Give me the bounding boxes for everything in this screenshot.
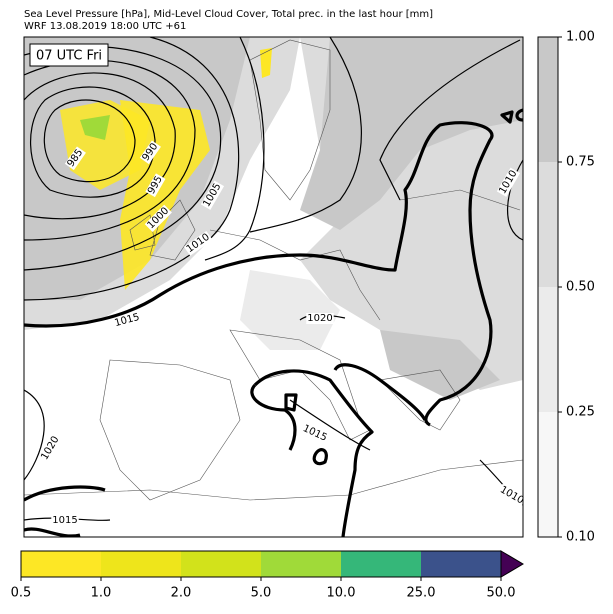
contour-label-bg	[496, 167, 521, 197]
contour-label-bg	[200, 180, 225, 210]
contour-label-bg	[183, 231, 213, 256]
colorbar-segment	[538, 37, 558, 162]
precip-colorbar: 0.5 1.0 2.0 5.0 10.0 25.0 50.0	[11, 550, 524, 601]
colorbar-tick-label: 5.0	[251, 586, 272, 601]
colorbar-segment	[538, 412, 558, 537]
colorbar-segment	[101, 551, 181, 577]
contour-label-bg	[145, 173, 166, 198]
colorbar-tick-label: 0.75	[566, 155, 595, 170]
colorbar-tick-label: 0.10	[566, 530, 595, 545]
contour-label-bg	[144, 204, 172, 232]
contour-label-bg	[51, 515, 79, 526]
colorbar-tick-label: 1.0	[91, 586, 112, 601]
contour-label-bg	[139, 140, 161, 165]
map	[24, 37, 523, 537]
colorbar-tick-label: 2.0	[171, 586, 192, 601]
cloud-colorbar: 0.10 0.25 0.50 0.75 1.00	[537, 30, 595, 545]
colorbar-tick-label: 0.5	[11, 586, 32, 601]
colorbar-segment	[538, 162, 558, 287]
colorbar-extend	[500, 550, 524, 578]
contour-label-bg	[300, 422, 330, 445]
contour-label: 1015	[52, 515, 77, 526]
colorbar-tick-label: 25.0	[407, 586, 436, 601]
colorbar-segment	[538, 287, 558, 412]
colorbar-tick-label: 1.00	[566, 30, 595, 45]
time-label: 07 UTC Fri	[36, 49, 102, 64]
colorbar-tick-label: 0.25	[566, 405, 595, 420]
title-line2: WRF 13.08.2019 18:00 UTC +61	[24, 21, 186, 32]
contour-label: 1020	[307, 313, 332, 324]
time-box	[29, 43, 109, 67]
colorbar-segment	[181, 551, 261, 577]
colorbar-segment	[261, 551, 341, 577]
colorbar-segment	[421, 551, 501, 577]
colorbar-segment	[341, 551, 421, 577]
colorbar-segment	[21, 551, 101, 577]
colorbar-tick-label: 10.0	[327, 586, 356, 601]
contour-label-bg	[64, 146, 86, 171]
colorbar-tick-label: 50.0	[487, 586, 516, 601]
contour-label-bg	[38, 433, 63, 463]
contour-label-bg	[497, 483, 527, 508]
map-frame	[23, 36, 524, 538]
title-line1: Sea Level Pressure [hPa], Mid-Level Clou…	[24, 9, 433, 20]
contour-label-bg	[306, 313, 334, 324]
colorbar-tick-label: 0.50	[566, 280, 595, 295]
contour-label-bg	[112, 311, 142, 330]
